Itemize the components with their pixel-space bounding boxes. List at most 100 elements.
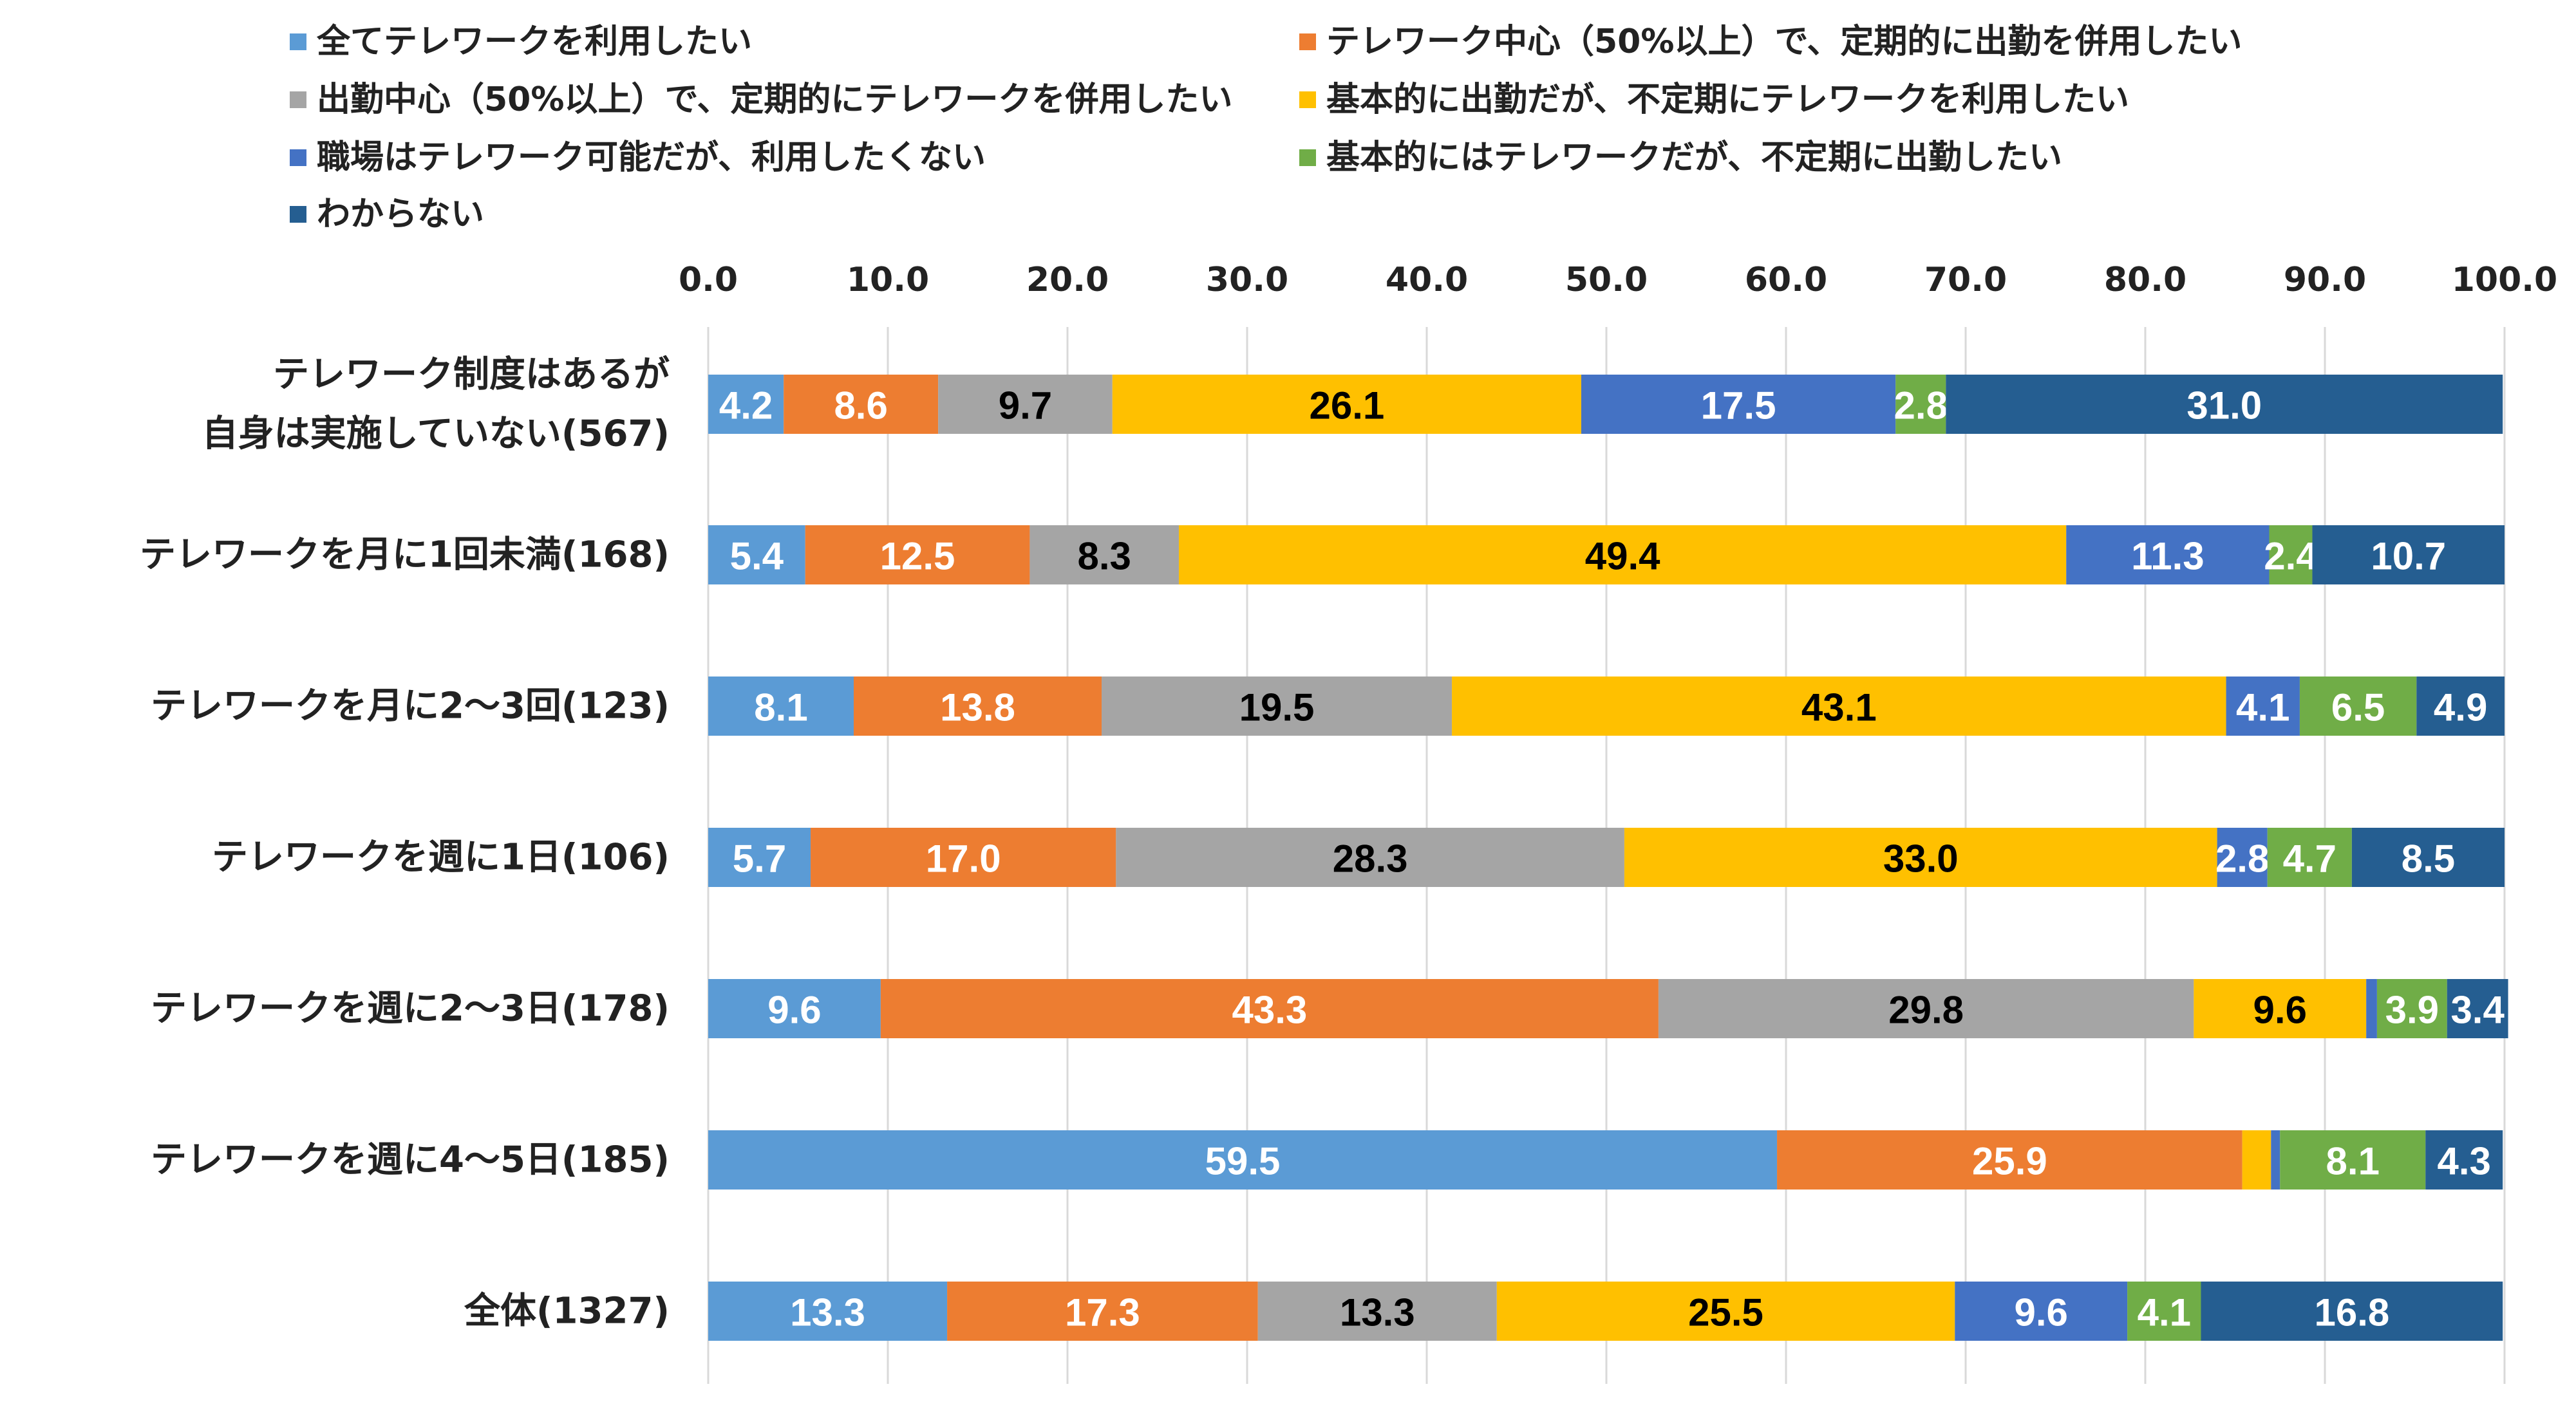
x-tick-label: 30.0 <box>1206 261 1288 299</box>
bar-segment <box>1102 677 1453 736</box>
bar-segment <box>2299 677 2417 736</box>
data-label: 26.1 <box>1309 384 1384 427</box>
bar-segment <box>708 375 784 434</box>
data-label: 4.1 <box>2138 1291 2191 1334</box>
data-label: 4.7 <box>2283 837 2336 881</box>
data-label: 25.5 <box>1688 1291 1763 1334</box>
data-label: 29.8 <box>1888 989 1964 1032</box>
data-label: 4.9 <box>2434 686 2487 729</box>
bar-segment <box>2447 979 2508 1038</box>
data-label: 17.0 <box>926 837 1001 881</box>
data-label: 5.4 <box>730 535 784 578</box>
bar-segment <box>708 1130 1778 1190</box>
x-tick-label: 90.0 <box>2284 261 2366 299</box>
bar-segment <box>708 677 854 736</box>
x-tick-label: 60.0 <box>1745 261 1827 299</box>
legend-swatch <box>290 33 306 50</box>
data-label: 13.8 <box>940 686 1015 729</box>
legend-swatch <box>290 91 306 108</box>
bar-segment <box>708 828 811 887</box>
bar-segment <box>2425 1130 2503 1190</box>
bar-segment <box>1257 1282 1497 1341</box>
legend-item: 出勤中心（50%以上）で、定期的にテレワークを併用したい <box>290 80 1232 119</box>
data-label: 43.1 <box>1801 686 1877 729</box>
data-label: 17.3 <box>1065 1291 1140 1334</box>
bar-segment <box>880 979 1659 1038</box>
data-label: 3.4 <box>2450 989 2505 1032</box>
data-label: 8.1 <box>754 686 807 729</box>
data-label: 9.6 <box>767 989 821 1032</box>
data-label: 17.5 <box>1701 384 1776 427</box>
bar-segment <box>708 1282 948 1341</box>
data-label: 13.3 <box>790 1291 865 1334</box>
bar-segment <box>938 375 1113 434</box>
legend-label: 基本的にはテレワークだが、不定期に出勤したい <box>1326 138 2062 177</box>
bar-segment <box>2242 1130 2271 1190</box>
bar-segment <box>1946 375 2503 434</box>
data-label: 33.0 <box>1883 837 1959 881</box>
bar-segment <box>2366 979 2377 1038</box>
legend-item: わからない <box>290 195 484 234</box>
bar-segment <box>2066 525 2270 584</box>
category-label: テレワーク制度はあるが <box>273 354 670 396</box>
data-label: 8.1 <box>2326 1140 2380 1183</box>
bar-segment <box>2201 1282 2503 1341</box>
legend-label: テレワーク中心（50%以上）で、定期的に出勤を併用したい <box>1326 23 2242 61</box>
data-label: 2.8 <box>2215 837 2269 881</box>
bar-segment <box>2416 677 2505 736</box>
data-label: 4.1 <box>2236 686 2289 729</box>
data-label: 2.8 <box>1894 384 1948 427</box>
data-label: 59.5 <box>1205 1140 1281 1183</box>
bar-segment <box>2217 828 2268 887</box>
legend-label: 出勤中心（50%以上）で、定期的にテレワークを併用したい <box>317 80 1232 119</box>
data-label: 25.9 <box>1972 1140 2047 1183</box>
bar-segment <box>2194 979 2367 1038</box>
bar-segment <box>1955 1282 2128 1341</box>
category-label: テレワークを月に1回未満(168) <box>140 534 670 576</box>
x-tick-label: 0.0 <box>679 261 738 299</box>
x-tick-label: 70.0 <box>1924 261 2007 299</box>
bar-segment <box>1581 375 1896 434</box>
data-label: 4.3 <box>2438 1140 2491 1183</box>
bar-segment <box>1777 1130 2242 1190</box>
bar-segment <box>1496 1282 1955 1341</box>
data-label: 9.7 <box>999 384 1052 427</box>
data-label: 9.6 <box>2253 989 2307 1032</box>
bar-segment <box>2127 1282 2201 1341</box>
bar-segment <box>2226 677 2300 736</box>
bar-segment <box>2269 525 2313 584</box>
data-label: 8.5 <box>2402 837 2455 881</box>
data-label: 3.9 <box>2385 989 2439 1032</box>
bar-segment <box>708 979 881 1038</box>
x-tick-label: 80.0 <box>2104 261 2186 299</box>
legend-item: 全てテレワークを利用したい <box>290 23 752 61</box>
data-label: 8.6 <box>834 384 887 427</box>
data-label: 31.0 <box>2186 384 2262 427</box>
legend-label: わからない <box>317 195 484 234</box>
bar-segment <box>1452 677 2226 736</box>
category-label: 自身は実施していない(567) <box>202 413 670 455</box>
data-label: 8.3 <box>1077 535 1131 578</box>
bar-segment <box>1658 979 2194 1038</box>
legend-item: 職場はテレワーク可能だが、利用したくない <box>290 138 986 177</box>
category-label: テレワークを週に2～3日(178) <box>151 988 670 1030</box>
category-label: テレワークを週に4～5日(185) <box>151 1139 670 1181</box>
bar-segment <box>1178 525 2067 584</box>
legend-swatch <box>290 149 306 166</box>
legend-label: 職場はテレワーク可能だが、利用したくない <box>317 138 986 177</box>
data-label: 19.5 <box>1239 686 1315 729</box>
bar-segment <box>2312 525 2505 584</box>
legend: 全てテレワークを利用したい テレワーク中心（50%以上）で、定期的に出勤を併用した… <box>290 23 2242 234</box>
bar-segment <box>2351 828 2505 887</box>
data-label: 5.7 <box>733 837 786 881</box>
data-label: 6.5 <box>2331 686 2385 729</box>
legend-swatch <box>1299 149 1316 166</box>
legend-swatch <box>1299 33 1316 50</box>
category-label: テレワークを週に1日(106) <box>212 837 670 879</box>
bar-segment <box>1895 375 1946 434</box>
data-label: 13.3 <box>1340 1291 1415 1334</box>
data-label: 49.4 <box>1585 535 1660 578</box>
data-label: 43.3 <box>1232 989 1307 1032</box>
